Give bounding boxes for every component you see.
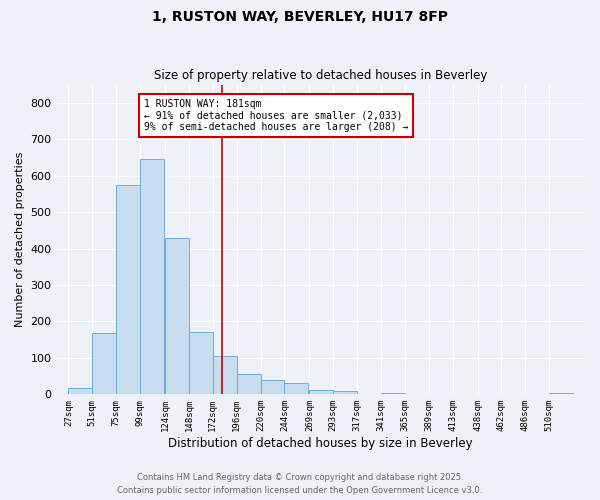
Bar: [189, 332, 213, 394]
Bar: [333, 392, 357, 394]
Text: 1 RUSTON WAY: 181sqm
← 91% of detached houses are smaller (2,033)
9% of semi-det: 1 RUSTON WAY: 181sqm ← 91% of detached h…: [144, 99, 409, 132]
Bar: [381, 392, 405, 394]
Text: 1, RUSTON WAY, BEVERLEY, HU17 8FP: 1, RUSTON WAY, BEVERLEY, HU17 8FP: [152, 10, 448, 24]
Bar: [236, 374, 260, 394]
Bar: [284, 384, 308, 394]
Bar: [116, 185, 140, 394]
Bar: [165, 238, 189, 394]
Y-axis label: Number of detached properties: Number of detached properties: [15, 152, 25, 327]
Title: Size of property relative to detached houses in Beverley: Size of property relative to detached ho…: [154, 69, 487, 82]
Bar: [310, 390, 333, 394]
Bar: [92, 333, 116, 394]
Bar: [213, 356, 236, 395]
Text: Contains HM Land Registry data © Crown copyright and database right 2025.
Contai: Contains HM Land Registry data © Crown c…: [118, 474, 482, 495]
Bar: [140, 160, 164, 394]
Bar: [549, 392, 573, 394]
X-axis label: Distribution of detached houses by size in Beverley: Distribution of detached houses by size …: [169, 437, 473, 450]
Bar: [260, 380, 284, 394]
Bar: [68, 388, 92, 394]
